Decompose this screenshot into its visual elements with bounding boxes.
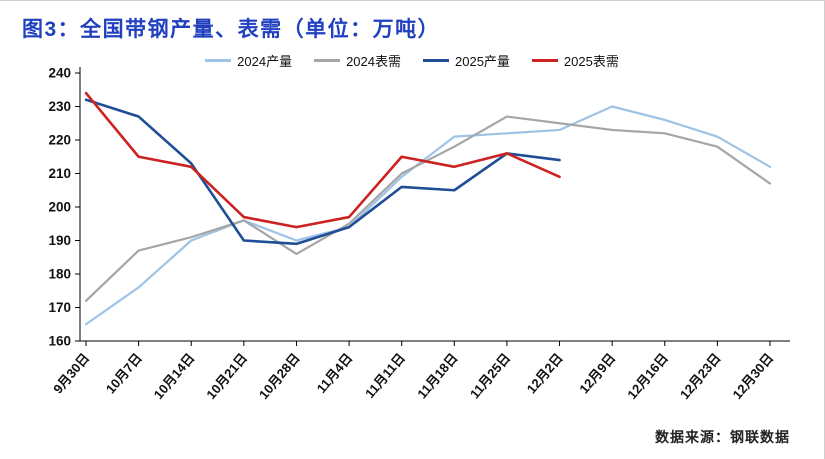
legend-swatch bbox=[423, 59, 449, 62]
legend-label: 2025表需 bbox=[563, 54, 619, 69]
y-tick-label: 200 bbox=[48, 200, 71, 215]
legend-label: 2025产量 bbox=[455, 54, 510, 69]
series-line-2024产量 bbox=[84, 105, 772, 326]
y-tick-label: 180 bbox=[48, 267, 71, 282]
chart-legend: 2024产量 2024表需 2025产量 2025表需 bbox=[0, 51, 824, 70]
x-tick-label: 12月30日 bbox=[730, 350, 777, 402]
x-tick-label: 12月2日 bbox=[524, 350, 566, 396]
legend-item: 2025表需 bbox=[531, 51, 619, 70]
x-tick-label: 11月18日 bbox=[414, 350, 460, 401]
legend-label: 2024产量 bbox=[237, 54, 293, 69]
x-tick-label: 9月30日 bbox=[50, 350, 92, 396]
x-tick-label: 11月11日 bbox=[362, 350, 408, 401]
series-line-2024表需 bbox=[84, 115, 772, 302]
x-tick-label: 10月21日 bbox=[203, 350, 250, 402]
y-tick-label: 220 bbox=[48, 133, 71, 148]
data-source-note: 数据来源：钢联数据 bbox=[655, 431, 790, 446]
legend-swatch bbox=[531, 59, 558, 62]
y-tick-label: 190 bbox=[48, 233, 71, 248]
y-tick-label: 160 bbox=[48, 334, 71, 349]
x-tick-label: 12月9日 bbox=[576, 350, 618, 396]
chart-title: 图3：全国带钢产量、表需（单位：万吨） bbox=[22, 18, 441, 41]
y-tick-label: 170 bbox=[48, 300, 71, 315]
legend-swatch bbox=[205, 59, 232, 62]
y-tick-label: 240 bbox=[48, 66, 71, 81]
x-tick-label: 12月16日 bbox=[624, 350, 671, 402]
legend-swatch bbox=[314, 59, 341, 62]
legend-item: 2024表需 bbox=[314, 51, 401, 70]
legend-item: 2025产量 bbox=[423, 51, 510, 70]
x-tick-label: 12月23日 bbox=[677, 350, 724, 402]
series-line-2025产量 bbox=[84, 98, 561, 246]
x-tick-label: 11月4日 bbox=[314, 350, 356, 396]
x-tick-label: 10月28日 bbox=[256, 350, 303, 402]
legend-item: 2024产量 bbox=[205, 51, 292, 70]
x-tick-label: 11月25日 bbox=[467, 350, 513, 401]
series-line-2025表需 bbox=[84, 91, 561, 229]
x-tick-label: 10月7日 bbox=[103, 350, 145, 396]
y-tick-label: 210 bbox=[48, 166, 71, 181]
legend-label: 2024表需 bbox=[346, 54, 401, 69]
y-tick-label: 230 bbox=[48, 99, 71, 114]
x-tick-label: 10月14日 bbox=[151, 350, 198, 402]
